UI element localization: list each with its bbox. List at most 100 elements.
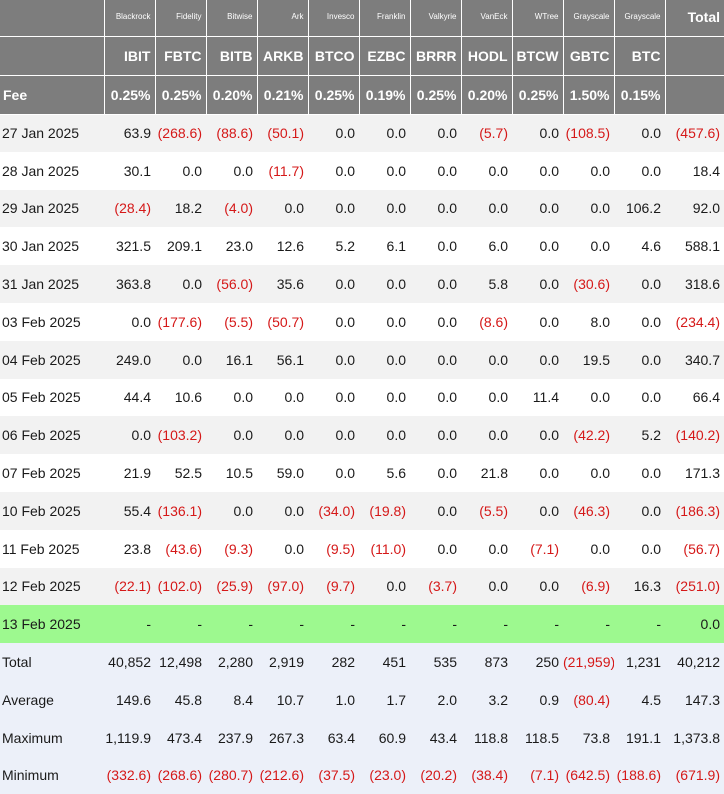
flow-cell: 0.0 — [614, 491, 665, 530]
date-cell: 10 Feb 2025 — [0, 491, 104, 530]
issuer-header-row: Blackrock Fidelity Bitwise Ark Invesco F… — [0, 0, 724, 37]
row-total-cell: (140.2) — [665, 416, 724, 455]
flow-cell: 21.9 — [104, 454, 155, 492]
flow-cell: 0.0 — [563, 227, 614, 266]
flow-cell: (11.7) — [257, 151, 308, 190]
flow-cell: (34.0) — [308, 491, 359, 530]
flow-cell: 0.0 — [512, 302, 563, 341]
summary-cell: (212.6) — [257, 756, 308, 794]
flow-cell: 0.0 — [512, 151, 563, 190]
issuer-cell: WTree — [512, 0, 564, 37]
flow-cell: 0.0 — [257, 529, 308, 568]
flow-cell: 5.8 — [461, 265, 512, 303]
flow-cell: 0.0 — [563, 189, 614, 228]
flow-cell: 10.5 — [206, 454, 257, 492]
flow-cell: (268.6) — [155, 114, 206, 152]
flow-cell: (177.6) — [155, 302, 206, 341]
flow-cell: - — [359, 605, 410, 644]
flow-cell: 0.0 — [104, 416, 155, 455]
total-header: Total — [665, 0, 724, 37]
fee-cell: 0.25% — [512, 75, 564, 115]
summary-cell: 282 — [308, 643, 359, 681]
flow-cell: (50.1) — [257, 114, 308, 152]
flow-cell: (56.0) — [206, 265, 257, 303]
table-row: 28 Jan 2025 30.1 0.0 0.0 (11.7) 0.0 0.0 0.0 0.0 0… — [0, 151, 724, 190]
flow-cell: 0.0 — [257, 189, 308, 228]
flow-cell: 0.0 — [308, 151, 359, 190]
summary-total-cell: 147.3 — [665, 680, 724, 719]
table-row: 05 Feb 2025 44.4 10.6 0.0 0.0 0.0 0.0 0.0 0.0 11.… — [0, 378, 724, 417]
summary-cell: (38.4) — [461, 756, 512, 794]
fee-label: Fee — [0, 75, 105, 115]
summary-total-cell: 40,212 — [665, 643, 724, 681]
date-cell: 31 Jan 2025 — [0, 265, 104, 303]
flow-cell: 0.0 — [206, 416, 257, 455]
fee-cell: 0.15% — [614, 75, 666, 115]
flow-cell: 30.1 — [104, 151, 155, 190]
summary-cell: 118.5 — [512, 718, 563, 757]
flow-cell: 0.0 — [359, 114, 410, 152]
row-total-cell: 92.0 — [665, 189, 724, 228]
flow-cell: (46.3) — [563, 491, 614, 530]
flow-cell: 0.0 — [308, 114, 359, 152]
summary-cell: 1.0 — [308, 680, 359, 719]
row-total-cell: 0.0 — [665, 605, 724, 644]
table-row: 12 Feb 2025 (22.1) (102.0) (25.9) (97.0) (9.7… — [0, 567, 724, 606]
flow-cell: 0.0 — [512, 227, 563, 266]
flow-cell: 56.1 — [257, 340, 308, 379]
flow-cell: (22.1) — [104, 567, 155, 606]
summary-cell: 43.4 — [410, 718, 461, 757]
flow-cell: 0.0 — [614, 265, 665, 303]
summary-row: Average 149.6 45.8 8.4 10.7 1.0 1.7 2.0 3.2 0.9 (8… — [0, 680, 724, 719]
flow-cell: (97.0) — [257, 567, 308, 606]
flow-cell: (5.5) — [461, 491, 512, 530]
blank-cell — [665, 75, 724, 115]
summary-label: Minimum — [0, 756, 104, 794]
flow-cell: 0.0 — [308, 378, 359, 417]
flow-cell: (19.8) — [359, 491, 410, 530]
flow-cell: 23.0 — [206, 227, 257, 266]
summary-cell: 40,852 — [104, 643, 155, 681]
flow-cell: 0.0 — [359, 378, 410, 417]
table-row: 10 Feb 2025 55.4 (136.1) 0.0 0.0 (34.0) (19.8)… — [0, 491, 724, 530]
date-cell: 30 Jan 2025 — [0, 227, 104, 266]
flow-cell: 59.0 — [257, 454, 308, 492]
flow-cell: 5.2 — [614, 416, 665, 455]
blank-cell — [0, 36, 105, 76]
flow-cell: 0.0 — [410, 265, 461, 303]
table-row: 07 Feb 2025 21.9 52.5 10.5 59.0 0.0 5.6 0.0 21.8… — [0, 454, 724, 492]
summary-cell: (37.5) — [308, 756, 359, 794]
table-row: 04 Feb 2025 249.0 0.0 16.1 56.1 0.0 0.0 0.0 0.0 0… — [0, 340, 724, 379]
flow-cell: 0.0 — [614, 114, 665, 152]
flow-cell: - — [410, 605, 461, 644]
flow-cell: (9.5) — [308, 529, 359, 568]
summary-row: Minimum (332.6) (268.6) (280.7) (212.6) (37.5… — [0, 756, 724, 794]
flow-cell: 19.5 — [563, 340, 614, 379]
ticker-cell: FBTC — [155, 36, 207, 76]
flow-cell: 0.0 — [104, 302, 155, 341]
flow-cell: 0.0 — [410, 302, 461, 341]
flow-cell: 0.0 — [359, 302, 410, 341]
row-total-cell: (56.7) — [665, 529, 724, 568]
flow-cell: 23.8 — [104, 529, 155, 568]
flow-cell: 0.0 — [359, 151, 410, 190]
summary-cell: 267.3 — [257, 718, 308, 757]
flow-cell: 363.8 — [104, 265, 155, 303]
ticker-cell: GBTC — [563, 36, 615, 76]
flow-cell: - — [155, 605, 206, 644]
flow-cell: 0.0 — [410, 491, 461, 530]
flow-cell: (42.2) — [563, 416, 614, 455]
flow-cell: 0.0 — [563, 151, 614, 190]
ticker-cell: BTC — [614, 36, 666, 76]
flow-cell: (11.0) — [359, 529, 410, 568]
flow-cell: 16.3 — [614, 567, 665, 606]
flow-cell: (5.7) — [461, 114, 512, 152]
flow-cell: - — [206, 605, 257, 644]
flow-cell: (102.0) — [155, 567, 206, 606]
summary-label: Maximum — [0, 718, 104, 757]
fee-cell: 0.21% — [257, 75, 309, 115]
flow-cell: 0.0 — [308, 189, 359, 228]
summary-cell: 63.4 — [308, 718, 359, 757]
fee-cell: 0.25% — [104, 75, 156, 115]
fee-cell: 0.25% — [155, 75, 207, 115]
